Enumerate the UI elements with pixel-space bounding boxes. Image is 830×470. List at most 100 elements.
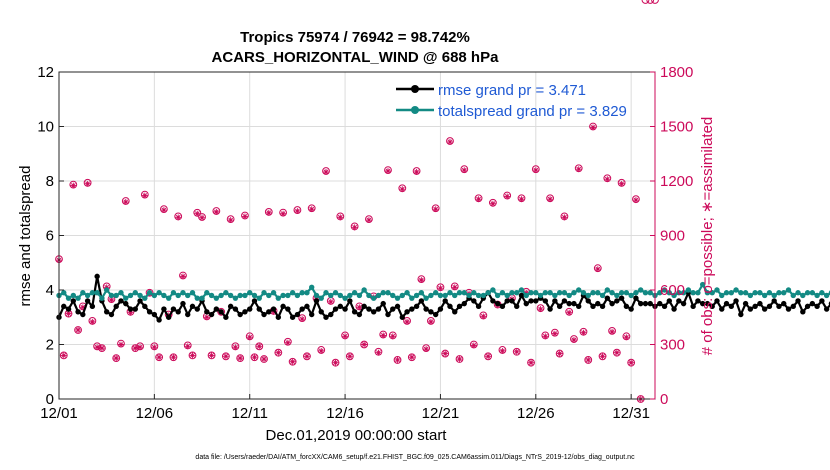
rmse-point <box>623 303 630 310</box>
rmse-point <box>709 303 715 310</box>
totalspread-point <box>785 287 792 293</box>
rmse-point <box>790 303 796 310</box>
totalspread-point <box>294 292 301 299</box>
obs-assimilated-marker <box>213 208 220 215</box>
rmse-point <box>380 300 386 307</box>
obs-assimilated-marker <box>108 297 115 303</box>
rmse-point <box>275 314 282 320</box>
obs-assimilated-marker <box>318 347 325 354</box>
obs-assimilated-marker <box>461 167 468 173</box>
rmse-point <box>571 300 577 307</box>
rmse-point <box>280 303 286 310</box>
obs-possible-marker <box>288 357 297 366</box>
rmse-point <box>432 311 439 318</box>
totalspread-point <box>189 290 196 296</box>
rmse-point <box>409 306 415 312</box>
totalspread-point <box>466 292 472 299</box>
rmse-point <box>490 298 496 304</box>
rmse-point <box>323 314 329 320</box>
totalspread-point <box>494 292 501 299</box>
obs-assimilated-marker <box>246 334 253 341</box>
x-tick-label: 12/01 <box>40 405 78 422</box>
legend: rmse grand pr = 3.471 totalspread grand … <box>396 82 627 120</box>
rmse-point <box>266 309 272 315</box>
totalspread-point <box>742 290 749 296</box>
totalspread-point <box>709 290 715 296</box>
totalspread-point <box>504 292 510 299</box>
obs-assimilated-marker <box>609 328 615 335</box>
obs-possible-marker <box>407 353 416 362</box>
obs-possible-marker <box>484 352 493 361</box>
rmse-point <box>637 300 644 307</box>
rmse-point <box>347 298 353 304</box>
rmse-point <box>599 303 606 310</box>
obs-assimilated-marker <box>237 355 244 362</box>
obs-assimilated-marker <box>470 342 477 349</box>
rmse-point <box>151 311 158 318</box>
obs-assimilated-marker <box>585 357 592 363</box>
rmse-point <box>514 303 520 310</box>
obs-possible-marker <box>612 348 621 357</box>
totalspread-point <box>800 292 806 299</box>
obs-possible-marker <box>393 356 402 364</box>
rmse-point <box>766 303 773 310</box>
rmse-point <box>552 298 558 304</box>
obs-assimilated-marker <box>513 348 520 355</box>
totalspread-point <box>614 292 620 299</box>
obs-assimilated-marker <box>547 196 554 203</box>
totalspread-point <box>437 292 444 299</box>
totalspread-point <box>218 292 224 299</box>
obs-assimilated-marker <box>299 316 306 322</box>
totalspread-point <box>227 292 234 299</box>
obs-assimilated-marker <box>628 359 635 366</box>
totalspread-point <box>266 292 272 299</box>
totalspread-point <box>94 290 100 296</box>
obs-assimilated-marker <box>518 196 525 203</box>
obs-assimilated-marker <box>385 168 391 174</box>
rmse-point <box>647 300 653 307</box>
totalspread-point <box>204 290 210 296</box>
rmse-point <box>719 306 725 312</box>
rmse-point <box>356 311 363 318</box>
obs-possible-marker <box>641 0 650 4</box>
rmse-point <box>680 300 687 307</box>
totalspread-point <box>661 287 668 293</box>
obs-assimilated-marker <box>442 350 449 357</box>
obs-assimilated-marker <box>613 349 620 356</box>
obs-assimilated-marker <box>532 167 539 173</box>
totalspread-point <box>185 292 191 299</box>
rmse-point <box>366 306 372 312</box>
totalspread-point <box>99 295 105 301</box>
rmse-point <box>156 317 162 323</box>
obs-assimilated-marker <box>89 318 96 325</box>
y2-tick-label: 600 <box>660 282 685 299</box>
rmse-point <box>566 300 572 307</box>
rmse-point <box>609 300 615 307</box>
totalspread-point <box>351 290 358 296</box>
totalspread-point <box>580 290 587 296</box>
rmse-point <box>671 306 677 312</box>
totalspread-point <box>556 290 563 296</box>
x-tick-label: 12/16 <box>326 405 364 422</box>
rmse-point <box>475 303 482 310</box>
rmse-point <box>442 298 448 304</box>
rmse-point <box>103 309 110 315</box>
totalspread-point <box>432 290 439 296</box>
rmse-point <box>704 300 711 307</box>
totalspread-point <box>761 292 768 299</box>
obs-assimilated-marker <box>280 210 286 217</box>
totalspread-point <box>366 292 372 299</box>
totalspread-point <box>518 287 525 293</box>
obs-assimilated-marker <box>361 341 368 348</box>
rmse-point <box>823 306 830 312</box>
obs-assimilated-marker <box>366 217 372 223</box>
y2-axis-label: # of obs: o=possible; ∗=assimilated <box>699 117 716 356</box>
totalspread-point <box>242 292 248 299</box>
totalspread-point <box>146 290 153 296</box>
obs-assimilated-marker <box>251 354 258 361</box>
totalspread-point <box>175 292 181 299</box>
rmse-point <box>504 298 510 304</box>
y2-tick-label: 0 <box>660 391 668 408</box>
totalspread-point <box>356 292 363 299</box>
obs-possible-marker <box>527 358 535 367</box>
